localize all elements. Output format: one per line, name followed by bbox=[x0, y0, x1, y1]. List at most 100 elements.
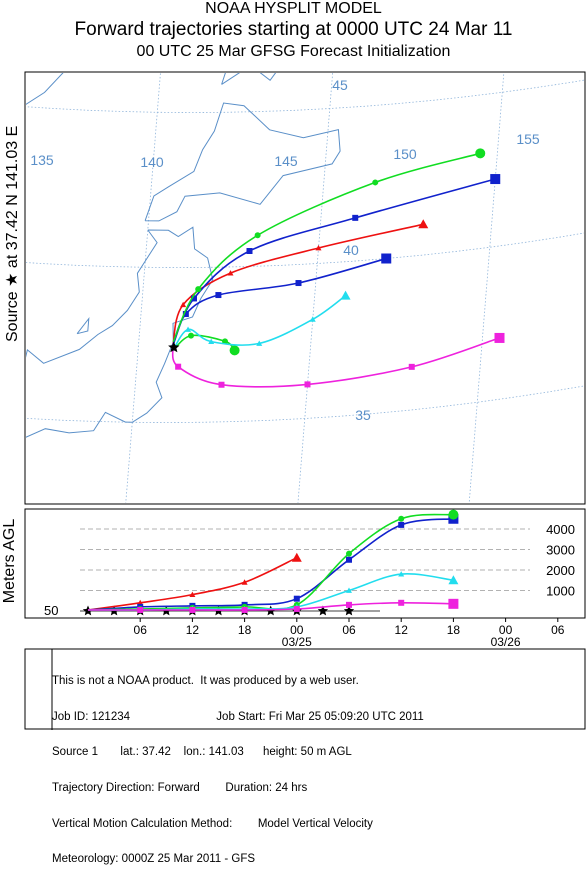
latitude-line bbox=[26, 232, 584, 268]
height-panel-content: 4000 3000 2000 1000 50 06 12 18 00 06 12 18 00 06 03/2… bbox=[44, 509, 575, 649]
trajectory-marker-magenta bbox=[175, 363, 182, 370]
height-marker-red bbox=[189, 591, 196, 597]
height-marker-cyan bbox=[448, 575, 459, 585]
trajectory-marker-red bbox=[418, 219, 429, 229]
time-tick-label: 06 bbox=[342, 623, 356, 637]
longitude-label-135: 135 bbox=[30, 152, 54, 168]
height-marker-magenta bbox=[346, 601, 352, 608]
height-marker-red bbox=[137, 599, 144, 606]
trajectory-blue-1 bbox=[172, 257, 387, 346]
footer-direction: Trajectory Direction: Forward Duration: … bbox=[52, 781, 308, 794]
height-marker-blue bbox=[293, 595, 300, 602]
trajectory-marker-cyan bbox=[340, 290, 351, 300]
height-marker-blue bbox=[346, 556, 352, 563]
trajectory-marker-magenta bbox=[218, 381, 225, 388]
latitude-line bbox=[26, 385, 584, 423]
trajectory-marker-magenta bbox=[494, 332, 505, 343]
trajectory-marker-blue bbox=[381, 253, 392, 264]
longitude-label-145: 145 bbox=[274, 153, 298, 169]
trajectory-marker-green bbox=[188, 332, 194, 339]
latitude-label-40: 40 bbox=[343, 242, 359, 258]
coastline bbox=[221, 73, 277, 85]
longitude-label-155: 155 bbox=[516, 131, 540, 147]
trajectory-marker-red bbox=[315, 245, 322, 251]
footer-meteorology: Meteorology: 0000Z 25 Mar 2011 - GFS bbox=[52, 853, 256, 866]
trajectory-marker-blue bbox=[352, 214, 359, 221]
height-series-magenta bbox=[87, 601, 454, 611]
height-tick-label: 4000 bbox=[546, 522, 575, 537]
date-label: 03/25 bbox=[282, 635, 312, 649]
footer-source: Source 1 lat.: 37.42 lon.: 141.03 height… bbox=[52, 746, 352, 759]
time-tick-label: 00 bbox=[290, 623, 304, 637]
trajectory-marker-blue bbox=[490, 174, 501, 185]
height-marker-magenta bbox=[189, 606, 196, 613]
coastline bbox=[144, 102, 341, 222]
chart-title-line1: NOAA HYSPLIT MODEL bbox=[205, 0, 382, 17]
height-marker-magenta bbox=[448, 598, 459, 609]
release-star bbox=[343, 605, 355, 616]
height-marker-red bbox=[291, 552, 302, 562]
trajectory-marker-cyan bbox=[185, 326, 192, 332]
source-height-label: 50 bbox=[44, 603, 58, 618]
trajectory-marker-green bbox=[195, 286, 202, 293]
time-tick-label: 18 bbox=[238, 623, 252, 637]
height-tick-label: 3000 bbox=[546, 543, 575, 558]
trajectory-marker-blue bbox=[295, 280, 302, 287]
trajectory-marker-magenta bbox=[304, 381, 311, 388]
height-tick-label: 1000 bbox=[546, 584, 575, 599]
time-tick-label: 18 bbox=[447, 623, 461, 637]
footer-job-start: Job Start: Fri Mar 25 05:09:20 UTC 2011 bbox=[216, 710, 424, 723]
chart-subtitle: 00 UTC 25 Mar GFSG Forecast Initializati… bbox=[136, 43, 451, 60]
height-tick-label: 2000 bbox=[546, 563, 575, 578]
height-marker-red bbox=[241, 579, 248, 585]
trajectory-marker-green bbox=[229, 345, 240, 356]
trajectory-marker-blue bbox=[246, 248, 253, 254]
latitude-label-35: 35 bbox=[355, 407, 371, 423]
height-axis-label: Meters AGL bbox=[1, 518, 18, 604]
trajectory-marker-blue bbox=[191, 295, 197, 302]
date-label: 03/26 bbox=[491, 635, 521, 649]
trajectory-red-0 bbox=[172, 223, 424, 346]
footer-vertical: Vertical Motion Calculation Method: Mode… bbox=[52, 817, 373, 830]
trajectory-green-3 bbox=[172, 152, 481, 343]
trajectory-marker-blue bbox=[182, 310, 189, 317]
release-star bbox=[317, 605, 329, 616]
height-marker-green bbox=[346, 550, 352, 557]
height-series-green bbox=[87, 513, 454, 611]
trajectory-marker-cyan bbox=[208, 338, 215, 344]
height-marker-cyan bbox=[398, 571, 405, 577]
trajectory-marker-cyan bbox=[256, 340, 263, 346]
time-tick-label: 06 bbox=[551, 623, 565, 637]
footer-info: This is not a NOAA product. It was produ… bbox=[52, 652, 572, 878]
trajectory-marker-blue bbox=[215, 292, 222, 299]
source-star-map bbox=[168, 341, 180, 353]
height-series-blue bbox=[87, 518, 454, 611]
height-marker-magenta bbox=[293, 605, 300, 612]
chart-title-line2: Forward trajectories starting at 0000 UT… bbox=[74, 19, 513, 40]
chart-canvas: 135 140 145 150 155 45 40 35 4000 3000 2000 1000 50… bbox=[24, 71, 586, 730]
trajectory-marker-red bbox=[227, 270, 234, 276]
latitude-label-45: 45 bbox=[332, 77, 348, 93]
height-marker-green bbox=[398, 515, 405, 522]
height-marker-blue bbox=[398, 521, 405, 528]
coastline bbox=[76, 316, 90, 335]
height-marker-magenta bbox=[398, 599, 405, 606]
trajectory-magenta-6 bbox=[171, 337, 500, 388]
longitude-label-150: 150 bbox=[393, 146, 417, 162]
time-tick-label: 00 bbox=[499, 623, 513, 637]
footer-job-line: Job ID: 121234 Job Start: Fri Mar 25 05:… bbox=[52, 710, 572, 724]
trajectory-marker-green bbox=[372, 179, 379, 186]
time-tick-label: 12 bbox=[395, 623, 409, 637]
height-series-red bbox=[87, 556, 298, 611]
longitude-line bbox=[297, 73, 334, 503]
latitude-line bbox=[26, 79, 584, 113]
longitude-line bbox=[125, 73, 161, 503]
trajectory-marker-cyan bbox=[309, 316, 316, 322]
height-marker-magenta bbox=[137, 606, 144, 613]
time-tick-label: 06 bbox=[134, 623, 148, 637]
trajectory-blue-2 bbox=[172, 178, 496, 346]
longitude-line bbox=[468, 73, 505, 503]
trajectory-marker-green bbox=[254, 232, 261, 239]
height-marker-magenta bbox=[241, 606, 248, 613]
trajectory-marker-green bbox=[475, 148, 486, 159]
